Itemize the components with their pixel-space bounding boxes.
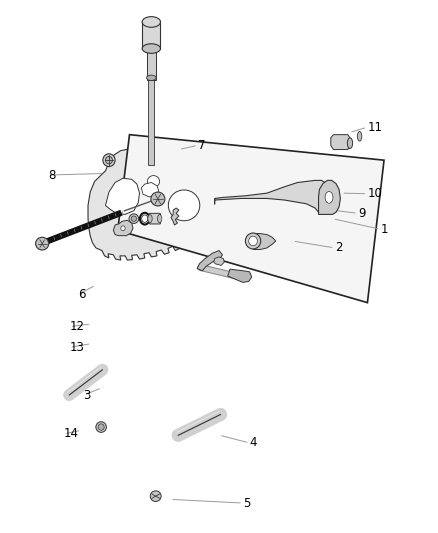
Text: 3: 3: [84, 389, 91, 402]
Polygon shape: [215, 180, 330, 214]
Polygon shape: [171, 208, 179, 225]
Polygon shape: [113, 220, 133, 236]
Ellipse shape: [147, 75, 156, 80]
Text: 5: 5: [243, 497, 251, 510]
FancyBboxPatch shape: [148, 78, 154, 165]
FancyBboxPatch shape: [142, 21, 160, 49]
Ellipse shape: [148, 175, 159, 187]
Ellipse shape: [249, 236, 258, 246]
Polygon shape: [141, 182, 159, 197]
Polygon shape: [331, 135, 350, 150]
Polygon shape: [118, 135, 384, 303]
Ellipse shape: [103, 154, 115, 166]
Ellipse shape: [129, 214, 139, 223]
Ellipse shape: [151, 192, 165, 206]
Text: 13: 13: [70, 341, 85, 354]
Ellipse shape: [347, 138, 353, 149]
Ellipse shape: [142, 44, 160, 53]
Polygon shape: [253, 233, 276, 249]
Polygon shape: [197, 251, 223, 271]
Text: 2: 2: [335, 241, 342, 254]
Text: 8: 8: [48, 168, 55, 182]
Ellipse shape: [131, 216, 137, 221]
Ellipse shape: [106, 157, 113, 164]
Text: 4: 4: [250, 437, 257, 449]
Ellipse shape: [140, 213, 150, 224]
Text: 11: 11: [367, 120, 382, 134]
Text: 1: 1: [381, 223, 388, 236]
Ellipse shape: [168, 190, 200, 221]
Text: 9: 9: [358, 207, 365, 220]
Text: 6: 6: [78, 288, 86, 301]
Ellipse shape: [150, 491, 161, 502]
Polygon shape: [106, 178, 140, 214]
Ellipse shape: [35, 237, 49, 250]
Ellipse shape: [148, 215, 152, 223]
Polygon shape: [318, 180, 340, 214]
Text: 10: 10: [367, 187, 382, 200]
Ellipse shape: [121, 226, 125, 231]
Ellipse shape: [142, 17, 160, 27]
Ellipse shape: [245, 233, 261, 249]
Text: 7: 7: [198, 139, 205, 152]
Ellipse shape: [357, 132, 362, 141]
Ellipse shape: [157, 215, 162, 223]
FancyBboxPatch shape: [147, 46, 155, 80]
Ellipse shape: [98, 424, 104, 430]
Text: 14: 14: [64, 427, 79, 440]
Polygon shape: [228, 269, 252, 282]
Polygon shape: [88, 149, 228, 260]
Ellipse shape: [142, 215, 148, 222]
Polygon shape: [214, 257, 224, 265]
Text: 12: 12: [70, 320, 85, 333]
Ellipse shape: [96, 422, 106, 432]
FancyBboxPatch shape: [149, 213, 160, 224]
Ellipse shape: [325, 191, 333, 203]
